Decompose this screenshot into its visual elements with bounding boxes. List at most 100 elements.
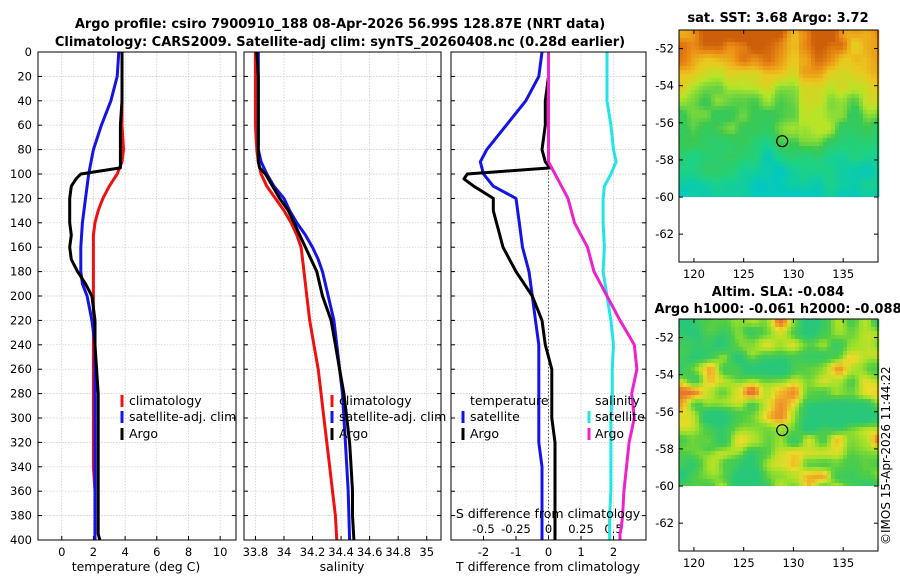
map-cell <box>751 391 756 396</box>
map-cell <box>867 439 872 444</box>
map-cell <box>835 174 840 179</box>
map-cell <box>871 431 876 436</box>
map-cell <box>707 479 712 484</box>
map-cell <box>711 427 716 432</box>
map-cell <box>759 335 764 340</box>
map-cell <box>723 423 728 428</box>
map-cell <box>839 46 844 51</box>
map-cell <box>715 471 720 476</box>
map-cell <box>687 66 692 71</box>
map-cell <box>747 327 752 332</box>
map-cell <box>683 30 688 35</box>
map-cell <box>827 142 832 147</box>
map-cell <box>727 94 732 99</box>
map-cell <box>691 355 696 360</box>
map-cell <box>843 178 848 183</box>
map-cell <box>815 391 820 396</box>
map-cell <box>835 427 840 432</box>
map-cell <box>803 443 808 448</box>
map-cell <box>767 66 772 71</box>
map-cell <box>727 475 732 480</box>
map-cell <box>747 90 752 95</box>
map-cell <box>847 459 852 464</box>
map-cell <box>867 54 872 59</box>
map-cell <box>703 78 708 83</box>
map-cell <box>843 134 848 139</box>
map-cell <box>855 106 860 111</box>
map-cell <box>763 375 768 380</box>
map-cell <box>767 431 772 436</box>
map-cell <box>847 38 852 43</box>
map-cell <box>855 54 860 59</box>
map-cell <box>871 391 876 396</box>
map-cell <box>779 42 784 47</box>
map-cell <box>807 150 812 155</box>
map-cell <box>711 110 716 115</box>
map-cell <box>811 383 816 388</box>
map-cell <box>767 459 772 464</box>
map-cell <box>831 391 836 396</box>
map-cell <box>815 319 820 324</box>
map-cell <box>771 30 776 35</box>
map-cell <box>799 379 804 384</box>
map-cell <box>775 327 780 332</box>
map-cell <box>715 82 720 87</box>
map-cell <box>775 351 780 356</box>
map-cell <box>863 46 868 51</box>
map-cell <box>771 138 776 143</box>
map-cell <box>831 387 836 392</box>
map-cell <box>799 335 804 340</box>
map-cell <box>695 38 700 43</box>
map-cell <box>767 319 772 324</box>
map-cell <box>711 34 716 39</box>
map-cell <box>767 82 772 87</box>
map-cell <box>763 38 768 43</box>
map-cell <box>783 403 788 408</box>
map-cell <box>679 351 684 356</box>
map-cell <box>839 323 844 328</box>
map-cell <box>771 38 776 43</box>
map-cell <box>851 399 856 404</box>
map-cell <box>807 431 812 436</box>
map-cell <box>823 451 828 456</box>
map-cell <box>855 407 860 412</box>
map-cell <box>803 142 808 147</box>
map-cell <box>727 403 732 408</box>
map-cell <box>775 98 780 103</box>
map-cell <box>863 78 868 83</box>
map-cell <box>763 399 768 404</box>
map-cell <box>827 178 832 183</box>
map-cell <box>683 339 688 344</box>
map-cell <box>859 70 864 75</box>
map-cell <box>847 174 852 179</box>
map-cell <box>723 447 728 452</box>
map-cell <box>803 387 808 392</box>
map-cell <box>751 186 756 191</box>
map-cell <box>871 407 876 412</box>
map-cell <box>763 122 768 127</box>
map-cell <box>687 110 692 115</box>
map-cell <box>711 126 716 131</box>
map-cell <box>803 150 808 155</box>
map-cell <box>807 102 812 107</box>
map-cell <box>711 194 716 198</box>
map-cell <box>695 110 700 115</box>
map-cell <box>819 126 824 131</box>
map-cell <box>771 182 776 187</box>
map-cell <box>739 447 744 452</box>
map-cell <box>735 150 740 155</box>
map-cell <box>731 110 736 115</box>
map-cell <box>691 359 696 364</box>
map-cell <box>771 479 776 484</box>
map-cell <box>707 319 712 324</box>
map-cell <box>711 30 716 35</box>
map-cell <box>819 114 824 119</box>
map-cell <box>875 170 880 175</box>
map-cell <box>679 86 684 91</box>
map-cell <box>803 102 808 107</box>
map-cell <box>747 415 752 420</box>
map-cell <box>815 182 820 187</box>
map-cell <box>843 391 848 396</box>
map-cell <box>795 339 800 344</box>
map-cell <box>691 467 696 472</box>
